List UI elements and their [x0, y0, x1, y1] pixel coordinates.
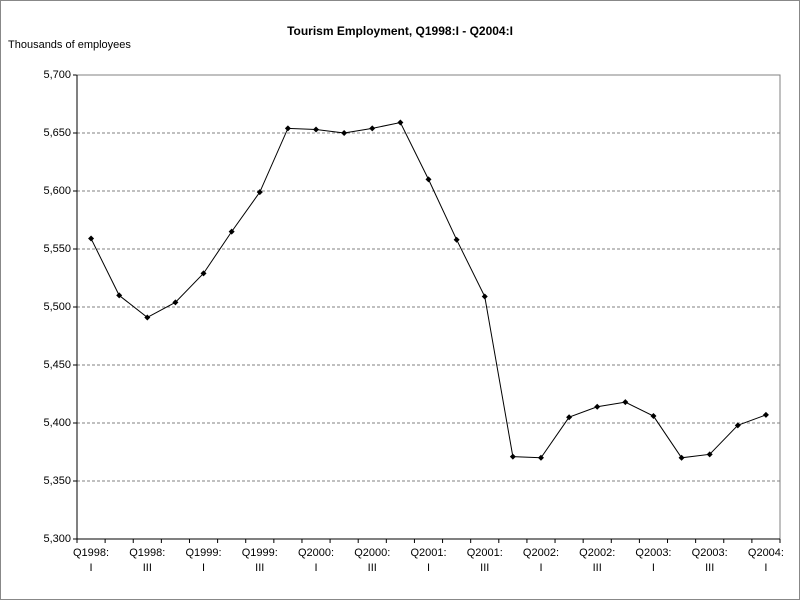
data-point	[762, 411, 769, 418]
y-tick-label: 5,650	[43, 127, 71, 139]
x-tick-label: Q2000: I	[297, 547, 335, 574]
data-point	[453, 236, 460, 243]
x-tick-label: Q2003: I	[635, 547, 672, 574]
data-point	[88, 235, 95, 242]
x-tick-label: Q1999: III	[241, 547, 278, 574]
x-tick-label: Q2002: III	[579, 547, 616, 574]
y-tick-label: 5,500	[43, 301, 71, 313]
data-point	[256, 189, 263, 196]
data-point	[313, 126, 320, 133]
chart-title: Tourism Employment, Q1998:I - Q2004:I	[287, 24, 513, 38]
x-tick-label: Q2001: III	[466, 547, 503, 574]
data-point	[425, 176, 432, 183]
y-tick-label: 5,400	[43, 417, 71, 429]
y-tick-label: 5,350	[43, 475, 71, 487]
data-point	[172, 299, 179, 306]
data-point	[650, 413, 657, 420]
y-tick-label: 5,550	[43, 243, 71, 255]
data-point	[200, 270, 207, 277]
data-point	[284, 125, 291, 132]
data-point	[537, 454, 544, 461]
x-tick-label: Q1999: I	[185, 547, 222, 574]
x-tick-label: Q1998: III	[129, 547, 166, 574]
y-axis-label: Thousands of employees	[8, 39, 131, 51]
y-tick-label: 5,700	[43, 69, 71, 81]
data-point	[594, 403, 601, 410]
data-point	[706, 451, 713, 458]
x-tick-label: Q2000: III	[354, 547, 391, 574]
data-point	[341, 130, 348, 136]
y-tick-label: 5,300	[43, 533, 71, 545]
data-point	[397, 119, 404, 126]
y-tick-label: 5,600	[43, 185, 71, 197]
x-tick-label: Q2004: I	[747, 547, 784, 574]
data-point	[228, 228, 235, 235]
x-tick-label: Q2002: I	[522, 547, 560, 574]
data-point	[369, 125, 376, 132]
x-tick-label: Q1998: I	[73, 547, 110, 574]
data-point	[144, 314, 151, 321]
data-point	[509, 453, 516, 460]
data-point	[566, 414, 573, 421]
x-tick-label: Q2001: I	[410, 547, 447, 574]
data-point	[678, 454, 685, 461]
x-tick-label: Q2003: III	[691, 547, 728, 574]
data-point	[481, 293, 488, 300]
data-point	[116, 292, 123, 299]
data-point	[734, 422, 741, 429]
y-tick-label: 5,450	[43, 359, 71, 371]
data-point	[622, 399, 629, 406]
